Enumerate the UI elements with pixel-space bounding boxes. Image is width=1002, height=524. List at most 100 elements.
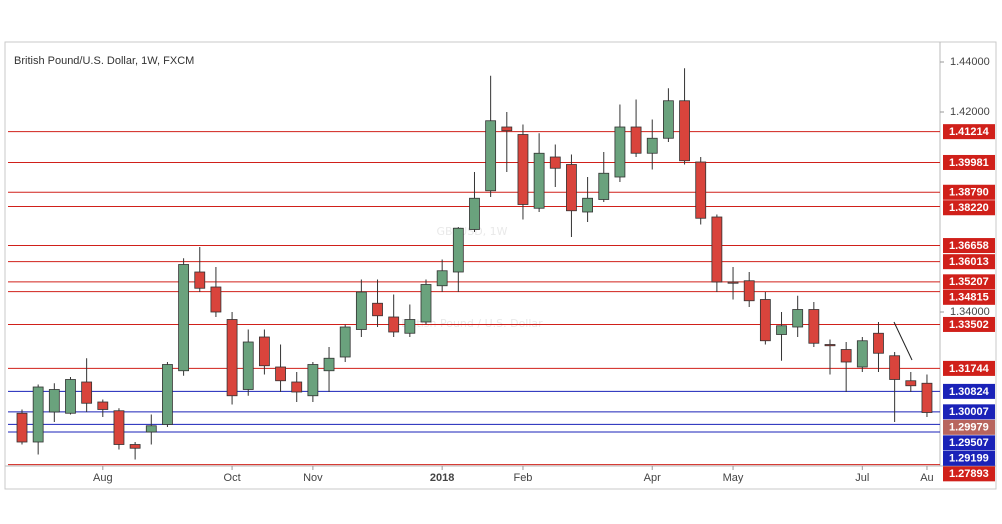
watermark-subtitle: British Pound / U.S. Dollar (401, 317, 543, 330)
candle-body (679, 100, 690, 162)
candle-body (695, 161, 707, 219)
candle-body (517, 134, 529, 205)
candle-body (533, 152, 545, 209)
candle-body (97, 401, 109, 410)
candle-body (566, 164, 577, 212)
price-label-bg (943, 254, 995, 270)
price-label: 1.36013 (949, 256, 989, 268)
trend-line (893, 321, 913, 361)
candle-body (469, 197, 480, 230)
candle-body (32, 386, 44, 443)
price-label: 1.30007 (949, 406, 989, 418)
candle-body (663, 100, 674, 139)
x-tick-label: Nov (303, 472, 323, 484)
candle-body (388, 316, 400, 333)
candle-body (372, 302, 383, 317)
y-tick-label: 1.44000 (950, 56, 990, 68)
price-label: 1.38220 (949, 202, 989, 214)
price-label-bg (943, 466, 995, 482)
candle-body (905, 380, 917, 387)
price-label-bg (943, 404, 995, 420)
price-label: 1.30824 (949, 386, 990, 398)
price-label-bg (943, 316, 995, 332)
candle-body (226, 319, 238, 397)
candle-body (614, 126, 626, 178)
candle-body (598, 172, 610, 200)
price-label-bg (943, 289, 995, 305)
candle-body (873, 332, 884, 354)
candle-body (210, 286, 222, 313)
candle-body (824, 344, 836, 347)
candle-body (727, 281, 739, 284)
candle-body (291, 381, 303, 393)
price-label: 1.36658 (949, 240, 989, 252)
x-tick-label: Oct (224, 472, 241, 484)
price-label-bg (943, 360, 995, 376)
x-tick-label: Au (920, 472, 933, 484)
y-tick-label: 1.42000 (950, 106, 990, 118)
price-label-bg (943, 200, 995, 216)
candle-body (582, 197, 593, 213)
candle-body (48, 389, 60, 413)
price-label: 1.27893 (949, 468, 989, 480)
price-label: 1.33502 (949, 319, 989, 331)
candle-body (16, 412, 28, 443)
candle-body (630, 126, 642, 154)
candle-body (355, 291, 367, 330)
candle-body (404, 319, 416, 334)
candle-body (242, 341, 254, 390)
chart-title: British Pound/U.S. Dollar, 1W, FXCM (14, 55, 194, 67)
candle-body (808, 309, 820, 344)
candle-body (420, 284, 432, 323)
candle-body (792, 309, 804, 328)
price-label-bg (943, 124, 995, 140)
price-label: 1.38790 (949, 187, 989, 199)
price-label-bg (943, 419, 995, 435)
candle-body (452, 227, 464, 273)
candle-body (258, 336, 270, 367)
y-tick-label: 1.34000 (950, 306, 990, 318)
candle-body (501, 126, 513, 132)
candle-body (856, 340, 868, 368)
candle-body (65, 379, 76, 414)
price-label-bg (943, 238, 995, 254)
candle-body (921, 382, 933, 413)
x-tick-label: Aug (93, 472, 113, 484)
x-tick-label: Feb (513, 472, 532, 484)
candle-body (889, 355, 901, 380)
price-label: 1.31744 (949, 363, 990, 375)
candle-body (113, 410, 125, 445)
candle-body (178, 264, 190, 372)
price-label-bg (943, 435, 995, 451)
price-label-bg (943, 274, 995, 290)
candle-body (549, 156, 561, 169)
price-label: 1.29979 (949, 422, 989, 434)
price-label: 1.29507 (949, 437, 989, 449)
x-tick-label: 2018 (430, 472, 454, 484)
price-label: 1.35207 (949, 276, 989, 288)
price-label: 1.34815 (949, 292, 989, 304)
price-label-bg (943, 383, 995, 399)
chart-frame (4, 41, 997, 490)
price-label-bg (943, 450, 995, 466)
candle-body (129, 444, 141, 449)
candle-body (759, 299, 771, 342)
candle-body (339, 326, 351, 358)
candle-body (275, 366, 286, 382)
candle-body (323, 357, 335, 372)
candle-body (162, 364, 173, 425)
price-label: 1.41214 (949, 126, 990, 138)
x-tick-label: Jul (855, 472, 869, 484)
candle-body (711, 216, 723, 283)
price-label-bg (943, 154, 995, 170)
candle-body (307, 364, 319, 397)
candle-body (81, 381, 93, 404)
candle-body (776, 325, 787, 335)
x-tick-label: May (723, 472, 744, 484)
candle-body (646, 137, 658, 154)
x-tick-label: Apr (644, 472, 661, 484)
candle-body (743, 280, 755, 302)
candle-body (436, 270, 448, 287)
candle-body (840, 349, 852, 363)
